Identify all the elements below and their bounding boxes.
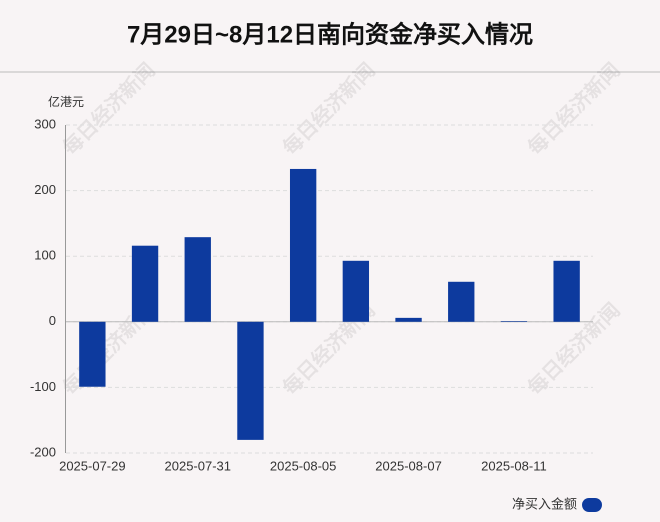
bar <box>395 317 422 322</box>
x-tick-label: 2025-08-07 <box>375 458 442 473</box>
y-tick-label: 200 <box>34 182 56 197</box>
y-tick-label: 0 <box>49 313 56 328</box>
legend-swatch <box>582 498 602 512</box>
y-tick-label: 100 <box>34 248 56 263</box>
bar <box>79 321 106 387</box>
y-tick-label: -100 <box>30 379 56 394</box>
bar <box>500 321 528 322</box>
bar <box>289 168 317 322</box>
bar <box>237 321 264 440</box>
x-tick-label: 2025-08-05 <box>270 458 337 473</box>
y-tick-label: 300 <box>34 116 56 131</box>
bar <box>448 281 475 322</box>
bar <box>553 260 580 322</box>
bar <box>184 237 211 322</box>
y-tick-label: -200 <box>30 444 56 459</box>
x-tick-label: 2025-07-31 <box>165 458 232 473</box>
x-tick-label: 2025-07-29 <box>59 458 126 473</box>
bar <box>131 245 159 322</box>
chart-title: 7月29日~8月12日南向资金净买入情况 <box>127 20 533 48</box>
x-tick-label: 2025-08-11 <box>481 458 547 473</box>
bar <box>342 260 370 322</box>
y-unit: 亿港元 <box>48 94 84 109</box>
legend-label: 净买入金额 <box>512 496 577 511</box>
